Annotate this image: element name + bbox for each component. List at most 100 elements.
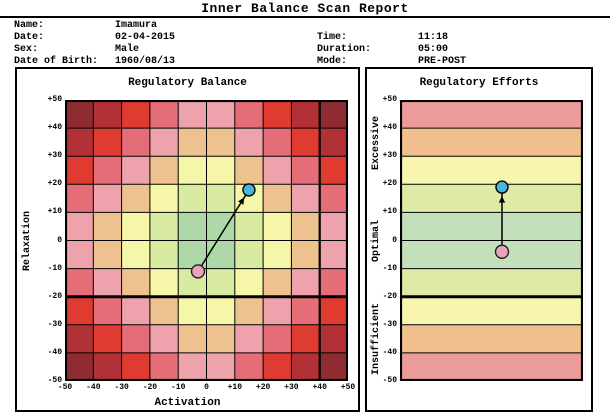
zone-label-excessive: Excessive	[371, 115, 382, 170]
heatmap-cell	[291, 100, 321, 129]
y-tick-label: 0	[57, 235, 62, 245]
y-tick-label: +30	[382, 151, 397, 161]
x-tick-label: 0	[204, 383, 209, 392]
heatmap-cell	[121, 100, 151, 129]
regulatory-efforts-panel: Regulatory Efforts Excessive Optimal Ins…	[365, 67, 593, 412]
heatmap-cell	[234, 100, 264, 129]
y-tick-label: -30	[382, 319, 397, 329]
heatmap-cell	[178, 156, 208, 185]
regulatory-balance-panel: Regulatory Balance Relaxation Activation…	[15, 67, 360, 412]
y-tick-label: +50	[47, 95, 62, 104]
name-label: Name:	[14, 20, 45, 31]
y-tick-label: +30	[47, 151, 62, 161]
heatmap-cell	[93, 352, 123, 381]
heatmap-cell	[206, 296, 236, 326]
heatmap-cell	[234, 212, 264, 242]
y-tick-label: -40	[382, 347, 397, 357]
heatmap-cell	[291, 240, 321, 270]
heatmap-cell	[121, 324, 151, 354]
heatmap-cell	[291, 268, 321, 298]
y-tick-label: +20	[382, 179, 397, 189]
y-tick-label: -10	[47, 263, 62, 273]
heatmap-cell	[93, 184, 123, 213]
heatmap-cell	[93, 324, 123, 354]
x-tick-label: +30	[284, 383, 299, 392]
heatmap-cell	[149, 128, 179, 157]
heatmap-cell	[65, 324, 94, 354]
heatmap-cell	[178, 184, 208, 213]
heatmap-cell	[121, 296, 151, 326]
heatmap-cell	[121, 212, 151, 242]
y-tick-label: -10	[382, 263, 397, 273]
heatmap-cell	[319, 296, 348, 326]
post-point	[242, 183, 256, 197]
mode-label: Mode:	[317, 56, 348, 67]
heatmap-cell	[206, 128, 236, 157]
heatmap-cell	[121, 352, 151, 381]
heatmap-cell	[178, 296, 208, 326]
heatmap-cell	[178, 352, 208, 381]
heatmap-cell	[263, 240, 292, 270]
heatmap-cell	[65, 128, 94, 157]
heatmap-cell	[93, 100, 123, 129]
heatmap-cell	[121, 184, 151, 213]
pre-post-arrow-line	[197, 189, 250, 272]
heatmap-cell	[234, 324, 264, 354]
effort-band	[400, 324, 583, 354]
heatmap-cell	[319, 184, 348, 213]
date-value: 02-04-2015	[115, 32, 176, 43]
heatmap-cell	[263, 212, 292, 242]
x-tick-label: +50	[340, 383, 356, 392]
heatmap-cell	[291, 184, 321, 213]
balance-chart-title: Regulatory Balance	[128, 77, 247, 89]
x-tick-label: +40	[312, 383, 327, 392]
heatmap-cell	[319, 128, 348, 157]
x-tick-label: -30	[114, 383, 129, 392]
heatmap-cell	[206, 240, 236, 270]
heatmap-cell	[65, 268, 94, 298]
heatmap-cell	[263, 156, 292, 185]
heatmap-cell	[121, 156, 151, 185]
heatmap-cell	[65, 240, 94, 270]
name-value: Imamura	[115, 20, 158, 31]
efforts-chart-title: Regulatory Efforts	[419, 77, 539, 89]
heatmap-cell	[149, 296, 179, 326]
heatmap-cell	[291, 296, 321, 326]
heatmap-cell	[291, 324, 321, 354]
y-tick-label: -30	[47, 319, 62, 329]
time-value: 11:18	[418, 32, 449, 43]
dob-value: 1960/08/13	[115, 56, 176, 67]
x-tick-label: -50	[57, 383, 73, 392]
heatmap-cell	[149, 100, 179, 129]
heatmap-cell	[206, 324, 236, 354]
x-tick-label: -20	[142, 383, 158, 392]
heatmap-cell	[93, 268, 123, 298]
heatmap-cell	[65, 296, 94, 326]
y-tick-label: -50	[382, 376, 397, 385]
dob-label: Date of Birth:	[14, 56, 99, 67]
y-tick-label: 0	[392, 235, 397, 245]
heatmap-cell	[234, 352, 264, 381]
effort-band	[400, 156, 583, 185]
heatmap-cell	[263, 100, 292, 129]
y-tick-label: -50	[47, 376, 62, 385]
duration-label: Duration:	[317, 44, 372, 55]
heatmap-cell	[263, 324, 292, 354]
heatmap-cell	[319, 212, 348, 242]
heatmap-cell	[319, 100, 348, 129]
heatmap-cell	[149, 352, 179, 381]
heatmap-cell	[206, 184, 236, 213]
heatmap-cell	[206, 352, 236, 381]
plot-border	[400, 100, 583, 381]
arrow-head	[498, 196, 506, 203]
heatmap-cell	[149, 268, 179, 298]
effort-band	[400, 128, 583, 157]
heatmap-cell	[234, 296, 264, 326]
y-tick-label: -20	[382, 291, 397, 301]
time-label: Time:	[317, 32, 348, 43]
heatmap-cell	[149, 240, 179, 270]
effort-band	[400, 296, 583, 326]
post-point	[495, 180, 509, 194]
x-axis-label-activation: Activation	[154, 397, 221, 409]
